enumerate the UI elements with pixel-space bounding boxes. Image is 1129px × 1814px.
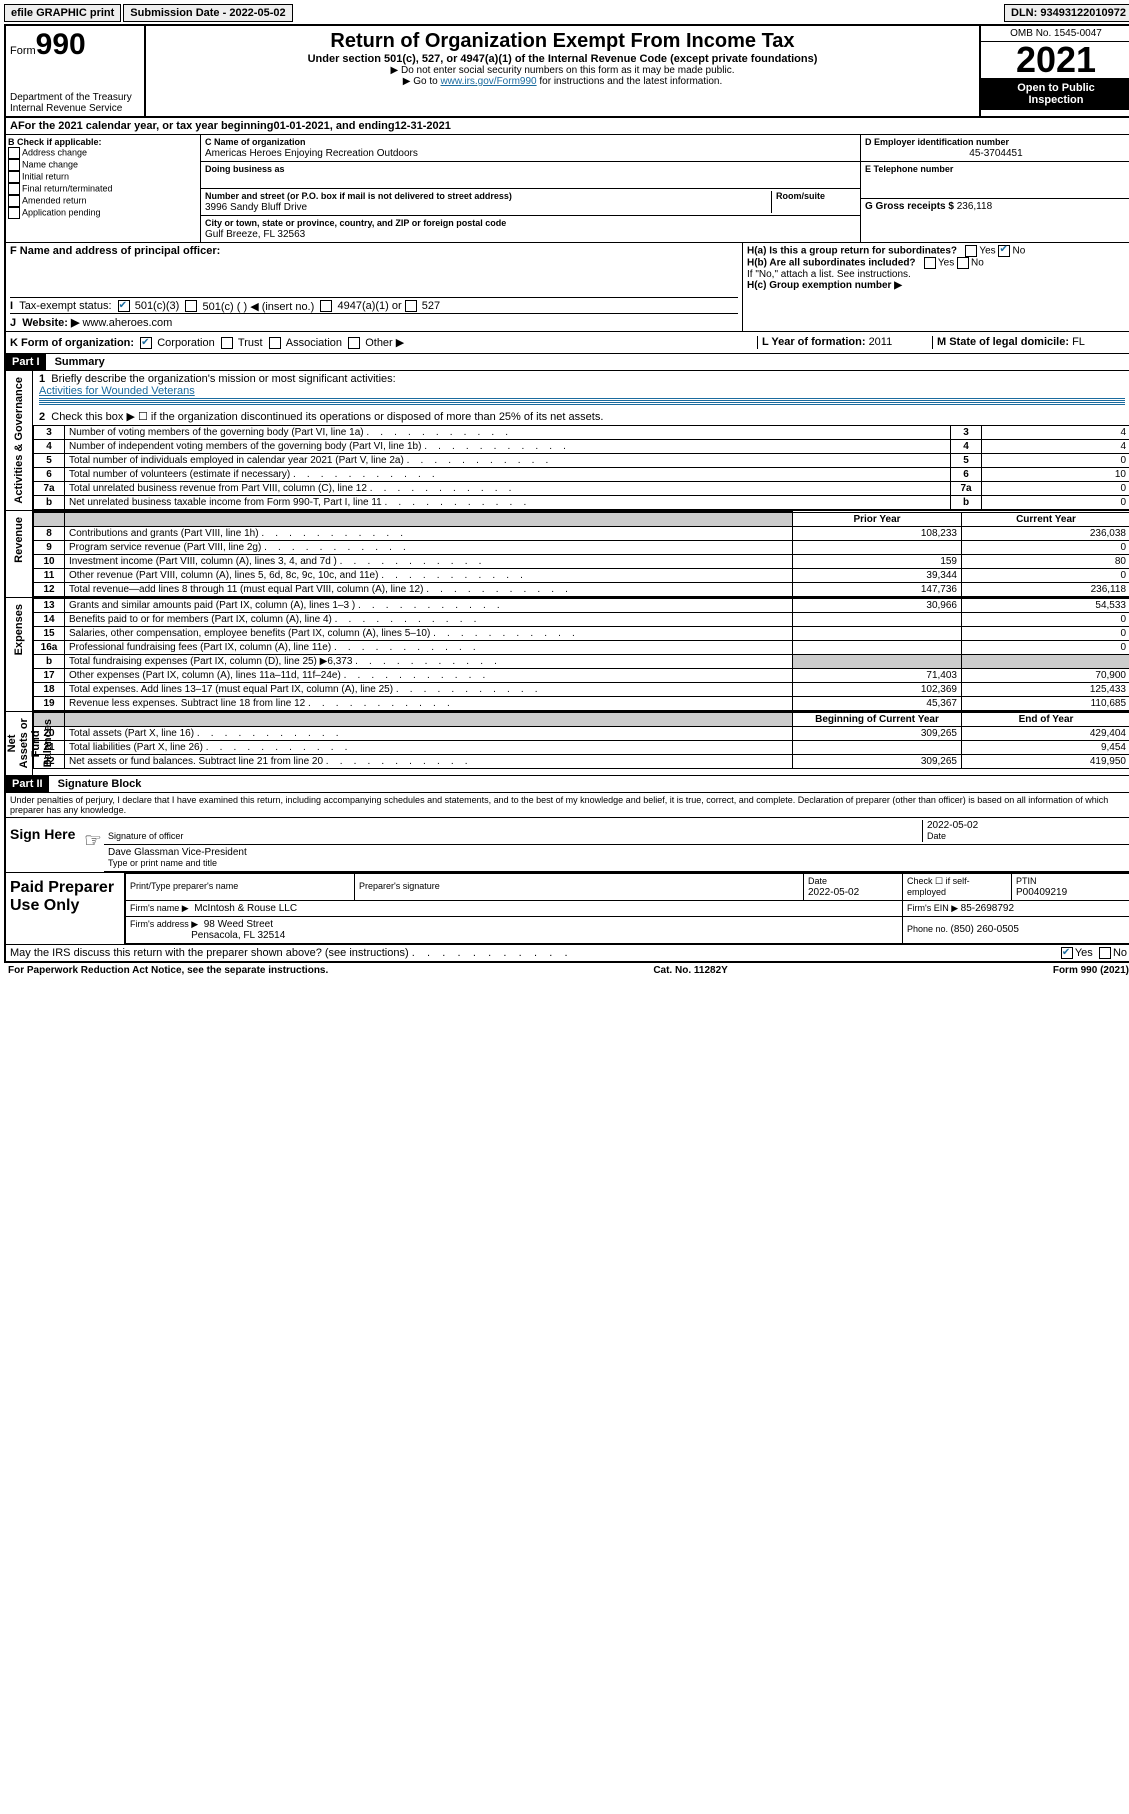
- efile-btn[interactable]: efile GRAPHIC print: [4, 4, 121, 22]
- cb-501c[interactable]: [185, 300, 197, 312]
- form-outer: Form990 Department of the Treasury Inter…: [4, 24, 1129, 963]
- form-sub1: Under section 501(c), 527, or 4947(a)(1)…: [150, 53, 975, 65]
- table-governance: 3Number of voting members of the governi…: [33, 425, 1129, 510]
- cb-501c3[interactable]: [118, 300, 130, 312]
- discuss-row: May the IRS discuss this return with the…: [6, 944, 1129, 961]
- form-word: Form: [10, 45, 36, 57]
- cb-ha-yes[interactable]: [965, 245, 977, 257]
- summary-exp: Expenses 13Grants and similar amounts pa…: [6, 598, 1129, 712]
- jurat: Under penalties of perjury, I declare th…: [6, 793, 1129, 818]
- col-B: B Check if applicable: Address change Na…: [6, 135, 201, 242]
- cb-hb-no[interactable]: [957, 257, 969, 269]
- city: Gulf Breeze, FL 32563: [205, 229, 305, 240]
- block-FH: F Name and address of principal officer:…: [6, 243, 1129, 332]
- mission[interactable]: Activities for Wounded Veterans: [39, 385, 195, 397]
- line-A: A For the 2021 calendar year, or tax yea…: [6, 118, 1129, 135]
- street: 3996 Sandy Bluff Drive: [205, 202, 307, 213]
- paid-preparer-block: Paid Preparer Use Only Print/Type prepar…: [6, 872, 1129, 944]
- cb-address[interactable]: [8, 147, 20, 159]
- cb-discuss-yes[interactable]: [1061, 947, 1073, 959]
- block-BCDE: B Check if applicable: Address change Na…: [6, 135, 1129, 243]
- topbar: efile GRAPHIC print Submission Date - 20…: [4, 4, 1129, 22]
- page-footer: For Paperwork Reduction Act Notice, see …: [4, 963, 1129, 978]
- cb-corp[interactable]: [140, 337, 152, 349]
- dln-btn[interactable]: DLN: 93493122010972: [1004, 4, 1129, 22]
- open-inspection: Open to PublicInspection: [981, 78, 1129, 110]
- cb-hb-yes[interactable]: [924, 257, 936, 269]
- line-K: K Form of organization: Corporation Trus…: [6, 332, 1129, 354]
- cb-pending[interactable]: [8, 207, 20, 219]
- form-number: 990: [36, 28, 86, 61]
- summary-net: Net Assets or Fund Balances Beginning of…: [6, 712, 1129, 776]
- form-header: Form990 Department of the Treasury Inter…: [6, 26, 1129, 118]
- cb-trust[interactable]: [221, 337, 233, 349]
- gross-receipts: 236,118: [957, 201, 992, 212]
- cb-assoc[interactable]: [269, 337, 281, 349]
- irs: Internal Revenue Service: [10, 103, 140, 114]
- summary-gov: Activities & Governance 1 Briefly descri…: [6, 371, 1129, 511]
- dept: Department of the Treasury: [10, 92, 140, 103]
- part-i-header: Part I Summary: [6, 354, 1129, 371]
- sign-here-block: Sign Here ☞ Signature of officer2022-05-…: [6, 818, 1129, 872]
- cb-final[interactable]: [8, 183, 20, 195]
- tax-year: 2021: [981, 42, 1129, 78]
- col-C: C Name of organizationAmericas Heroes En…: [201, 135, 861, 242]
- summary-rev: Revenue Prior YearCurrent Year8Contribut…: [6, 511, 1129, 598]
- form-title: Return of Organization Exempt From Incom…: [150, 30, 975, 53]
- form-sub3: ▶ Go to www.irs.gov/Form990 for instruct…: [150, 76, 975, 87]
- table-revenue: Prior YearCurrent Year8Contributions and…: [33, 511, 1129, 597]
- cb-other[interactable]: [348, 337, 360, 349]
- col-F: F Name and address of principal officer:…: [6, 243, 743, 331]
- table-expenses: 13Grants and similar amounts paid (Part …: [33, 598, 1129, 711]
- cb-4947[interactable]: [320, 300, 332, 312]
- cb-amended[interactable]: [8, 195, 20, 207]
- col-DE: D Employer identification number45-37044…: [861, 135, 1129, 242]
- form-sub2: ▶ Do not enter social security numbers o…: [150, 65, 975, 76]
- cb-527[interactable]: [405, 300, 417, 312]
- cb-initial[interactable]: [8, 171, 20, 183]
- cb-discuss-no[interactable]: [1099, 947, 1111, 959]
- cb-ha-no[interactable]: [998, 245, 1010, 257]
- subdate-btn[interactable]: Submission Date - 2022-05-02: [123, 4, 292, 22]
- org-name: Americas Heroes Enjoying Recreation Outd…: [205, 148, 418, 159]
- col-H: H(a) Is this a group return for subordin…: [743, 243, 1129, 331]
- table-netassets: Beginning of Current YearEnd of Year20To…: [33, 712, 1129, 769]
- website: www.aheroes.com: [82, 317, 172, 329]
- form990-link[interactable]: www.irs.gov/Form990: [440, 76, 536, 87]
- part-ii-header: Part II Signature Block: [6, 776, 1129, 793]
- cb-name[interactable]: [8, 159, 20, 171]
- ein: 45-3704451: [865, 148, 1127, 159]
